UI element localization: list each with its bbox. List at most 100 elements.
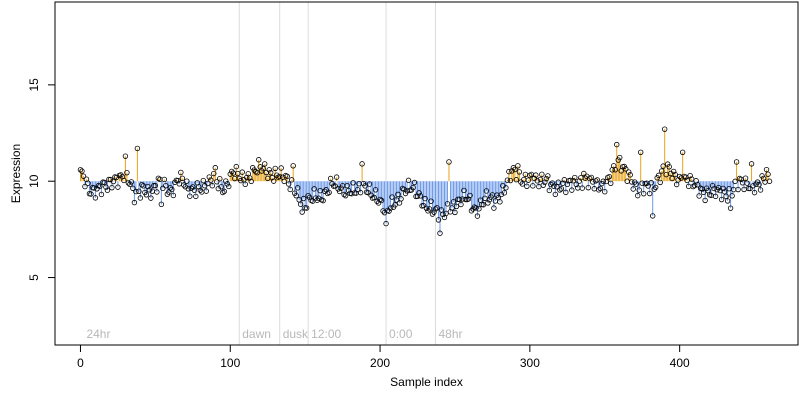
data-point: [503, 185, 509, 191]
data-point: [365, 189, 371, 196]
data-point: [443, 210, 449, 217]
data-point: [504, 177, 511, 183]
data-point: [242, 181, 248, 188]
data-point: [648, 180, 654, 186]
data-point: [161, 176, 168, 183]
data-point: [727, 205, 734, 211]
data-point: [139, 181, 145, 188]
y-tick-label: 5: [27, 274, 41, 281]
data-point: [300, 195, 307, 202]
data-point: [175, 177, 181, 184]
data-point: [718, 196, 725, 203]
data-point: [383, 220, 389, 227]
data-point: [672, 171, 678, 178]
data-point: [227, 171, 233, 177]
data-point: [115, 184, 121, 190]
data-point: [136, 188, 142, 195]
data-point: [742, 175, 749, 181]
data-point: [606, 173, 612, 180]
data-point: [612, 167, 618, 173]
data-point: [247, 175, 253, 181]
data-point: [118, 172, 124, 178]
data-point: [200, 177, 207, 184]
data-point: [461, 187, 467, 194]
data-point: [167, 185, 174, 191]
data-point: [333, 174, 340, 180]
expression-points: [77, 126, 773, 236]
data-point: [269, 174, 275, 181]
data-point: [332, 183, 338, 189]
data-point: [285, 181, 292, 187]
data-point: [79, 168, 85, 174]
data-point: [687, 172, 693, 179]
data-point: [284, 173, 290, 180]
data-point: [473, 205, 479, 211]
data-point: [103, 184, 109, 190]
data-point: [181, 182, 187, 188]
data-point: [372, 187, 379, 193]
data-point: [751, 189, 758, 196]
data-point: [97, 183, 103, 189]
data-point: [398, 196, 404, 202]
data-point: [125, 180, 132, 186]
data-point: [226, 183, 232, 190]
data-point: [720, 185, 726, 192]
data-point: [187, 193, 193, 199]
data-point: [281, 178, 287, 185]
data-point: [133, 188, 139, 195]
data-point: [712, 193, 719, 200]
data-point: [248, 178, 254, 185]
data-point: [657, 179, 663, 186]
data-point: [294, 185, 301, 191]
data-point: [417, 193, 424, 199]
data-point: [434, 205, 440, 211]
data-point: [221, 188, 227, 195]
data-point: [756, 181, 762, 188]
data-point: [137, 195, 144, 201]
data-point: [327, 175, 334, 182]
data-point: [224, 181, 230, 187]
data-point: [208, 177, 214, 183]
annotation-label: dawn: [242, 327, 271, 341]
data-point: [341, 191, 347, 198]
data-point: [450, 199, 457, 205]
data-point: [190, 184, 196, 190]
data-point: [82, 183, 88, 190]
data-point: [527, 172, 533, 179]
data-point: [590, 179, 596, 185]
data-point: [386, 208, 392, 214]
data-point: [357, 189, 364, 196]
annotation-labels: 24hr dawn dusk 12:00 0:00 48hr: [86, 327, 462, 341]
data-point: [148, 195, 154, 201]
data-point: [600, 178, 606, 184]
data-point: [491, 205, 497, 211]
data-point: [655, 172, 662, 179]
data-point: [694, 182, 701, 188]
data-point: [537, 176, 544, 183]
data-point: [254, 170, 260, 176]
data-point: [507, 177, 514, 184]
data-point: [77, 167, 84, 173]
data-point: [579, 185, 585, 191]
data-point: [251, 167, 257, 173]
data-point: [485, 200, 491, 206]
data-point: [233, 163, 239, 170]
data-point: [350, 180, 356, 186]
data-point: [576, 178, 582, 184]
data-point: [512, 166, 518, 173]
data-point: [729, 193, 735, 199]
x-tick-label: 400: [670, 356, 690, 370]
data-point: [205, 180, 211, 187]
data-point: [666, 164, 672, 170]
data-point: [305, 192, 311, 199]
annotation-label: dusk: [283, 327, 309, 341]
data-point: [131, 199, 138, 206]
data-point: [723, 193, 729, 200]
data-point: [128, 179, 135, 185]
data-point: [476, 206, 482, 212]
data-point: [760, 175, 767, 182]
data-point: [456, 196, 463, 203]
data-point: [747, 185, 753, 192]
data-point: [432, 206, 439, 212]
data-point: [326, 189, 332, 196]
